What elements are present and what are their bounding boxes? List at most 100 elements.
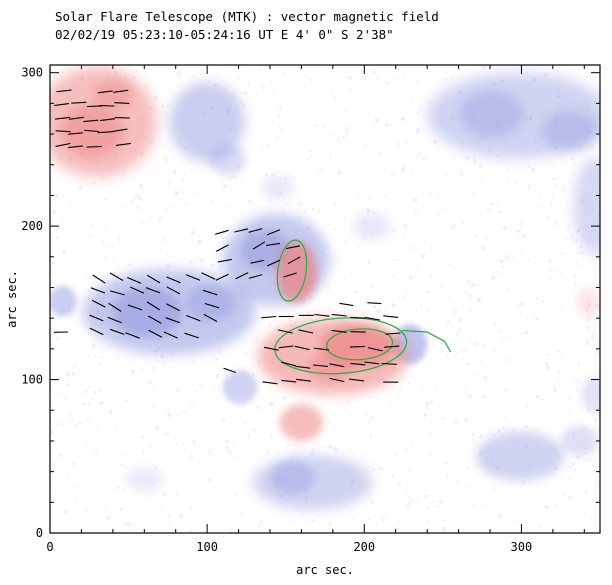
noise-dot <box>525 405 529 408</box>
noise-dot <box>297 66 302 71</box>
noise-dot <box>155 426 160 430</box>
noise-dot <box>163 493 167 497</box>
noise-dot <box>476 297 481 302</box>
noise-dot <box>574 275 576 278</box>
noise-dot <box>256 388 261 393</box>
noise-dot <box>202 404 206 408</box>
noise-dot <box>86 353 92 359</box>
noise-dot <box>494 363 498 367</box>
noise-dot <box>226 449 229 452</box>
negative-polarity-region <box>560 425 599 457</box>
noise-dot <box>400 167 405 172</box>
noise-dot <box>89 385 93 390</box>
noise-dot <box>221 418 225 423</box>
noise-dot <box>103 508 107 512</box>
noise-dot <box>416 80 420 84</box>
noise-dot <box>190 230 195 235</box>
noise-dot <box>130 199 134 203</box>
noise-dot <box>461 220 465 224</box>
noise-dot <box>267 403 270 407</box>
noise-dot <box>483 396 487 400</box>
x-tick-label: 300 <box>511 540 533 554</box>
noise-dot <box>455 480 458 483</box>
noise-dot <box>328 445 333 449</box>
noise-dot <box>515 520 518 523</box>
noise-dot <box>162 104 165 107</box>
noise-dot <box>461 356 467 362</box>
noise-dot <box>55 491 58 494</box>
noise-dot <box>540 358 543 360</box>
noise-dot <box>74 443 77 446</box>
noise-dot <box>181 190 186 196</box>
noise-dot <box>295 156 299 159</box>
noise-dot <box>348 87 352 91</box>
noise-dot <box>279 127 282 130</box>
noise-dot <box>479 434 483 439</box>
contour-line <box>274 317 408 375</box>
noise-dot <box>351 76 355 79</box>
noise-dot <box>226 404 231 409</box>
noise-dot <box>423 413 427 418</box>
noise-dot <box>376 78 380 82</box>
field-vector <box>339 302 354 307</box>
noise-dot <box>391 228 396 233</box>
noise-dot <box>517 166 520 169</box>
noise-dot <box>514 180 517 183</box>
noise-dot <box>106 515 111 521</box>
noise-dot <box>499 160 503 163</box>
noise-dot <box>342 135 345 138</box>
field-vector <box>286 245 301 250</box>
noise-dot <box>492 322 496 326</box>
noise-dot <box>560 267 564 270</box>
noise-dot <box>370 416 375 421</box>
noise-dot <box>252 428 256 432</box>
noise-dot <box>119 507 123 511</box>
noise-dot <box>104 243 109 248</box>
noise-dot <box>549 202 552 205</box>
field-vector <box>67 145 84 149</box>
noise-dot <box>198 383 203 388</box>
noise-dot <box>543 494 545 496</box>
noise-dot <box>148 455 151 458</box>
noise-dot <box>123 206 127 209</box>
noise-dot <box>324 510 327 513</box>
noise-dot <box>76 484 80 489</box>
field-vector <box>166 303 180 312</box>
noise-dot <box>50 396 53 400</box>
noise-dot <box>65 456 68 459</box>
noise-dot <box>506 358 510 362</box>
noise-dot <box>406 502 411 507</box>
noise-dot <box>436 197 439 200</box>
field-vector <box>166 286 181 295</box>
noise-dot <box>419 108 423 112</box>
noise-dot <box>553 224 556 227</box>
noise-dot <box>496 500 499 503</box>
noise-dot <box>469 308 472 312</box>
noise-dot <box>152 387 156 391</box>
noise-dot <box>70 203 73 206</box>
field-vector <box>329 363 345 368</box>
noise-dot <box>460 246 463 249</box>
noise-dot <box>445 373 447 376</box>
noise-dot <box>536 204 541 209</box>
noise-dot <box>539 227 541 230</box>
noise-dot <box>139 183 144 187</box>
noise-dot <box>383 193 388 198</box>
noise-dot <box>172 436 175 439</box>
noise-dot <box>72 265 74 268</box>
noise-dot <box>525 161 529 165</box>
noise-dot <box>451 371 454 374</box>
noise-dot <box>458 297 461 300</box>
noise-dot <box>336 312 340 316</box>
field-vector <box>278 345 294 349</box>
field-vector <box>146 274 161 284</box>
noise-dot <box>288 317 293 322</box>
noise-dot <box>425 401 430 407</box>
noise-dot <box>395 76 399 80</box>
noise-dot <box>126 439 129 442</box>
noise-dot <box>425 406 428 410</box>
field-vector <box>350 362 366 366</box>
noise-dot <box>152 404 157 409</box>
noise-dot <box>505 177 510 182</box>
noise-dot <box>497 238 500 241</box>
